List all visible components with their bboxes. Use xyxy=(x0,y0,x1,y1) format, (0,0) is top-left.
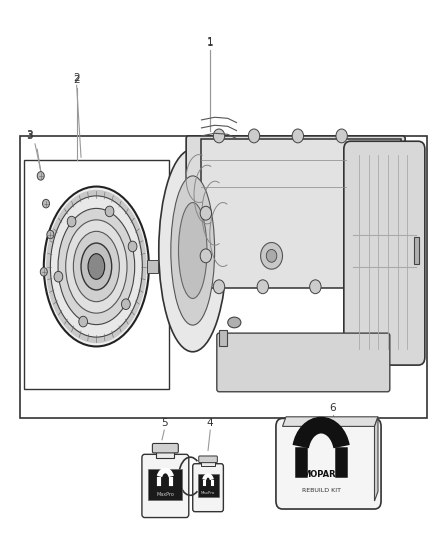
Circle shape xyxy=(67,216,76,227)
Text: MaxPro: MaxPro xyxy=(156,492,174,497)
Circle shape xyxy=(200,206,212,220)
FancyBboxPatch shape xyxy=(193,464,223,512)
Ellipse shape xyxy=(46,190,147,343)
Circle shape xyxy=(336,129,347,143)
Text: 3: 3 xyxy=(26,130,33,140)
Text: 3: 3 xyxy=(26,131,33,141)
FancyBboxPatch shape xyxy=(186,136,405,216)
Ellipse shape xyxy=(66,220,127,313)
Polygon shape xyxy=(374,417,378,501)
Circle shape xyxy=(40,268,47,276)
Polygon shape xyxy=(283,417,378,426)
Polygon shape xyxy=(188,139,403,288)
Bar xyxy=(201,139,401,288)
Text: 2: 2 xyxy=(73,75,80,85)
Text: 4: 4 xyxy=(207,418,214,428)
Circle shape xyxy=(105,206,114,217)
Text: 6: 6 xyxy=(329,403,336,413)
Circle shape xyxy=(200,249,212,263)
Bar xyxy=(198,474,219,497)
Ellipse shape xyxy=(81,243,112,290)
Circle shape xyxy=(42,199,49,208)
Bar xyxy=(219,330,227,346)
Ellipse shape xyxy=(44,187,149,346)
Circle shape xyxy=(37,172,44,180)
Circle shape xyxy=(47,230,54,239)
Bar xyxy=(156,450,174,457)
Bar xyxy=(24,160,169,389)
Ellipse shape xyxy=(178,203,207,298)
FancyBboxPatch shape xyxy=(152,443,178,453)
FancyBboxPatch shape xyxy=(142,454,189,518)
Text: MOPAR.: MOPAR. xyxy=(303,471,339,479)
Ellipse shape xyxy=(58,208,135,325)
FancyBboxPatch shape xyxy=(344,141,425,365)
Bar xyxy=(148,469,182,500)
Text: MaxPro: MaxPro xyxy=(201,491,215,495)
Ellipse shape xyxy=(228,317,241,328)
Ellipse shape xyxy=(171,176,215,325)
Circle shape xyxy=(257,280,268,294)
Ellipse shape xyxy=(50,196,142,337)
FancyBboxPatch shape xyxy=(217,333,390,392)
Circle shape xyxy=(121,299,130,310)
Circle shape xyxy=(248,129,260,143)
Circle shape xyxy=(54,271,63,282)
Bar xyxy=(147,260,158,273)
Circle shape xyxy=(266,249,277,262)
Text: REBUILD KIT: REBUILD KIT xyxy=(302,488,341,493)
FancyBboxPatch shape xyxy=(276,418,381,509)
FancyBboxPatch shape xyxy=(199,456,217,463)
Bar xyxy=(414,237,419,264)
Circle shape xyxy=(213,280,225,294)
Text: 5: 5 xyxy=(161,418,168,428)
Circle shape xyxy=(261,243,283,269)
Bar xyxy=(20,136,427,418)
Ellipse shape xyxy=(159,149,227,352)
Circle shape xyxy=(292,129,304,143)
Text: 2: 2 xyxy=(73,72,80,83)
Circle shape xyxy=(79,316,88,327)
Ellipse shape xyxy=(88,254,105,279)
Text: 1: 1 xyxy=(207,37,214,47)
Circle shape xyxy=(213,129,225,143)
Circle shape xyxy=(128,241,137,252)
Bar xyxy=(201,461,215,466)
Text: 1: 1 xyxy=(207,38,214,48)
Circle shape xyxy=(310,280,321,294)
Ellipse shape xyxy=(74,231,119,302)
